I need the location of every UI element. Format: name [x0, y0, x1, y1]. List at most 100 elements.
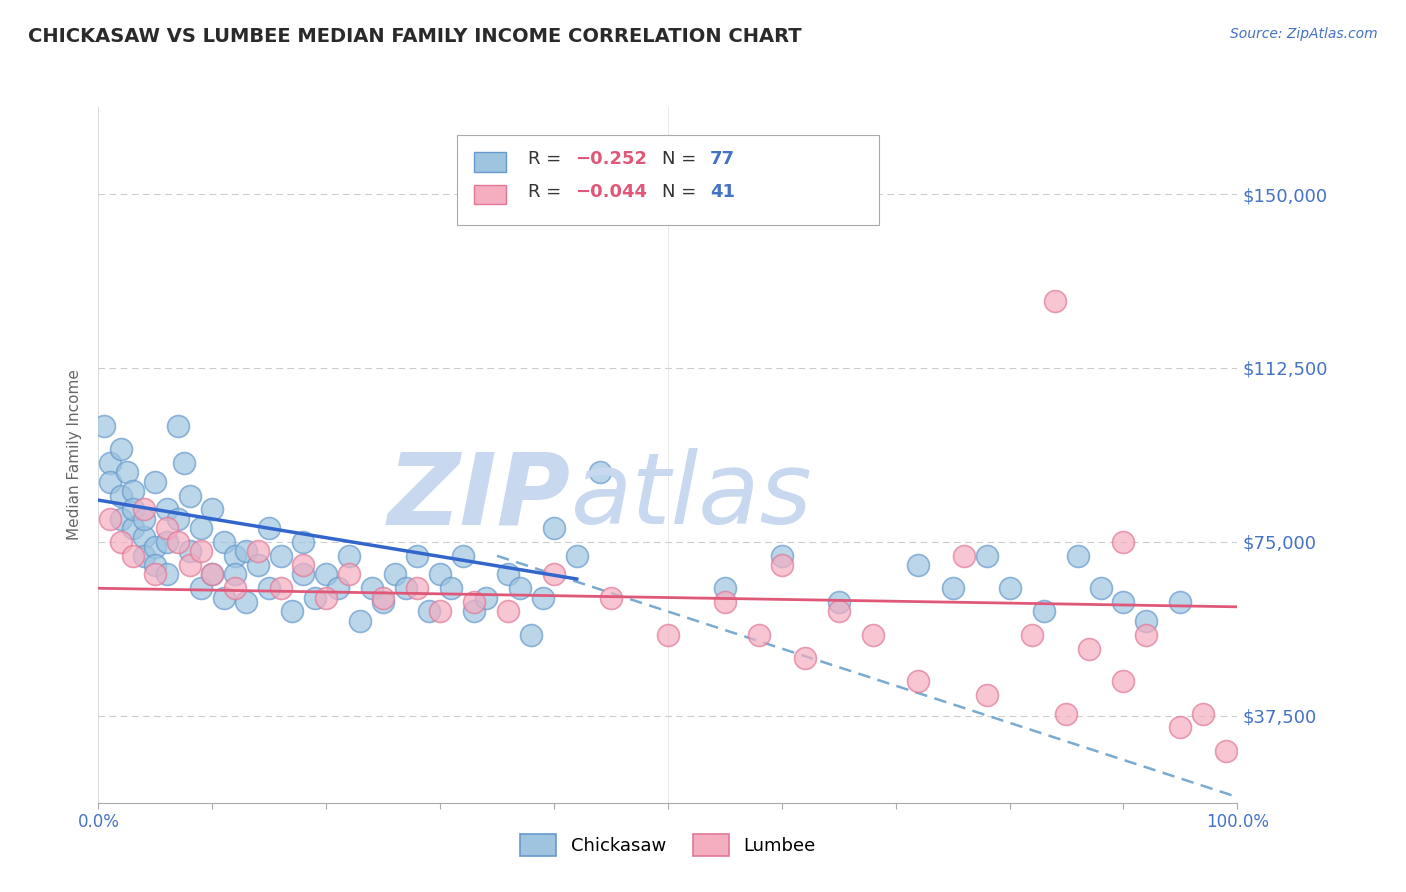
Point	[406, 549, 429, 563]
Point	[132, 530, 155, 544]
Point	[862, 628, 884, 642]
Point	[121, 502, 143, 516]
Point	[110, 442, 132, 456]
Point	[259, 582, 281, 596]
Point	[474, 591, 496, 605]
Point	[167, 534, 190, 549]
Point	[212, 591, 235, 605]
Point	[371, 591, 394, 605]
Point	[1043, 293, 1066, 308]
Point	[167, 511, 190, 525]
Point	[406, 582, 429, 596]
Point	[793, 651, 815, 665]
Point	[98, 475, 121, 489]
Point	[235, 595, 257, 609]
Point	[190, 521, 212, 535]
Text: 77: 77	[710, 150, 735, 169]
Point	[246, 558, 269, 573]
Point	[201, 567, 224, 582]
Legend: Chickasaw, Lumbee: Chickasaw, Lumbee	[513, 827, 823, 863]
Point	[828, 595, 851, 609]
Text: N =: N =	[662, 183, 702, 201]
Point	[145, 475, 167, 489]
Point	[657, 628, 679, 642]
Point	[1032, 605, 1054, 619]
Point	[145, 558, 167, 573]
Point	[1170, 595, 1192, 609]
Point	[395, 582, 418, 596]
Point	[828, 605, 851, 619]
Point	[145, 567, 167, 582]
Point	[565, 549, 588, 563]
Point	[953, 549, 976, 563]
Point	[463, 595, 485, 609]
Point	[337, 567, 360, 582]
Text: 41: 41	[710, 183, 735, 201]
Point	[531, 591, 554, 605]
Point	[110, 489, 132, 503]
Point	[270, 582, 292, 596]
Text: N =: N =	[662, 150, 702, 169]
Point	[770, 549, 793, 563]
Text: −0.044: −0.044	[575, 183, 648, 201]
Point	[1090, 582, 1112, 596]
Point	[145, 540, 167, 554]
Point	[418, 605, 440, 619]
Point	[98, 456, 121, 470]
Point	[463, 605, 485, 619]
Point	[179, 489, 201, 503]
Point	[246, 544, 269, 558]
Point	[292, 534, 315, 549]
Text: ZIP: ZIP	[388, 448, 571, 545]
Point	[156, 502, 179, 516]
Point	[942, 582, 965, 596]
Point	[1215, 744, 1237, 758]
Point	[429, 567, 451, 582]
Point	[440, 582, 463, 596]
Point	[156, 534, 179, 549]
Point	[1078, 641, 1101, 656]
Point	[110, 511, 132, 525]
Point	[976, 688, 998, 702]
Point	[201, 502, 224, 516]
Point	[121, 549, 143, 563]
Point	[270, 549, 292, 563]
Point	[600, 591, 623, 605]
Point	[121, 483, 143, 498]
Point	[110, 534, 132, 549]
Point	[224, 567, 246, 582]
Point	[451, 549, 474, 563]
Text: −0.252: −0.252	[575, 150, 648, 169]
Point	[1135, 614, 1157, 628]
FancyBboxPatch shape	[474, 153, 506, 172]
Text: R =: R =	[527, 150, 567, 169]
Point	[770, 558, 793, 573]
Point	[115, 466, 138, 480]
Point	[1192, 706, 1215, 721]
Point	[179, 558, 201, 573]
Point	[1135, 628, 1157, 642]
Point	[1170, 721, 1192, 735]
Point	[520, 628, 543, 642]
Point	[121, 521, 143, 535]
Point	[132, 502, 155, 516]
Point	[224, 549, 246, 563]
Point	[173, 456, 195, 470]
Point	[212, 534, 235, 549]
Text: R =: R =	[527, 183, 567, 201]
Point	[190, 582, 212, 596]
Point	[201, 567, 224, 582]
Point	[292, 558, 315, 573]
Point	[907, 558, 929, 573]
Point	[498, 605, 520, 619]
Point	[371, 595, 394, 609]
Point	[509, 582, 531, 596]
Point	[315, 591, 337, 605]
FancyBboxPatch shape	[474, 185, 506, 204]
Point	[976, 549, 998, 563]
Text: CHICKASAW VS LUMBEE MEDIAN FAMILY INCOME CORRELATION CHART: CHICKASAW VS LUMBEE MEDIAN FAMILY INCOME…	[28, 27, 801, 45]
Point	[1112, 674, 1135, 689]
Point	[224, 582, 246, 596]
Point	[543, 521, 565, 535]
Point	[98, 511, 121, 525]
